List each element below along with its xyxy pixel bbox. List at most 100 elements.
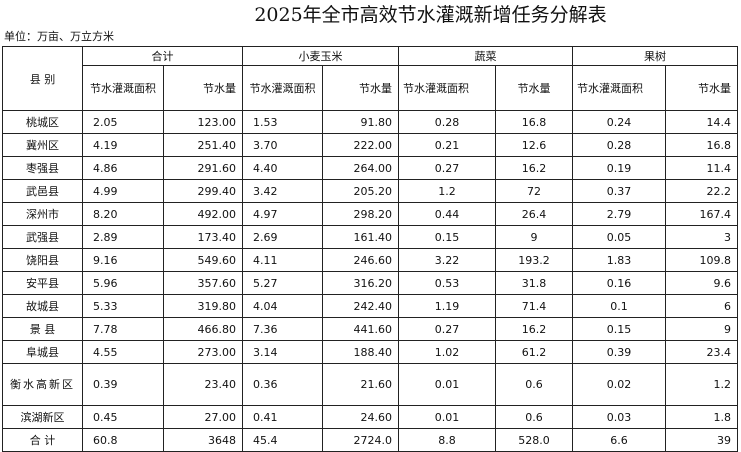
table-cell: 528.0	[495, 428, 573, 452]
table-cell: 319.80	[163, 294, 243, 318]
table-cell: 4.04	[242, 294, 323, 318]
group-wheat-corn-header: 小麦玉米	[242, 46, 399, 66]
table-cell: 3.14	[242, 340, 323, 364]
county-name: 滨湖新区	[2, 405, 83, 429]
table-cell: 222.00	[322, 133, 399, 157]
table-cell: 193.2	[495, 248, 573, 272]
table-cell: 6.6	[572, 428, 666, 452]
table-cell: 0.39	[82, 363, 164, 406]
table-cell: 4.97	[242, 202, 323, 226]
county-name: 饶阳县	[2, 248, 83, 272]
table-cell: 273.00	[163, 340, 243, 364]
table-row: 武强县 2.89 173.40 2.69 161.40 0.15 9 0.05 3	[2, 225, 738, 249]
county-name: 武强县	[2, 225, 83, 249]
table-cell: 3.70	[242, 133, 323, 157]
table-cell: 0.05	[572, 225, 666, 249]
table-cell: 0.19	[572, 156, 666, 180]
table-cell: 39	[665, 428, 738, 452]
table-cell: 357.60	[163, 271, 243, 295]
county-name: 故城县	[2, 294, 83, 318]
table-cell: 9.16	[82, 248, 164, 272]
table-cell: 0.44	[398, 202, 496, 226]
table-cell: 0.15	[398, 225, 496, 249]
table-cell: 3.42	[242, 179, 323, 203]
table-cell: 0.27	[398, 317, 496, 341]
county-name: 桃城区	[2, 110, 83, 134]
table-cell: 316.20	[322, 271, 399, 295]
table-cell: 3648	[163, 428, 243, 452]
table-cell: 61.2	[495, 340, 573, 364]
table-cell: 7.36	[242, 317, 323, 341]
table-cell: 8.20	[82, 202, 164, 226]
table-cell: 0.37	[572, 179, 666, 203]
sub-header-water: 节水量	[665, 65, 738, 111]
county-name: 枣强县	[2, 156, 83, 180]
table-cell: 0.39	[572, 340, 666, 364]
county-name: 深州市	[2, 202, 83, 226]
table-cell: 0.21	[398, 133, 496, 157]
table-cell: 45.4	[242, 428, 323, 452]
header-row-groups: 县 别 合计 小麦玉米 蔬菜 果树	[2, 46, 738, 111]
table-cell: 2724.0	[322, 428, 399, 452]
table-cell: 22.2	[665, 179, 738, 203]
sub-header-area: 节水灌溉面积	[82, 65, 164, 111]
county-name: 合 计	[2, 428, 83, 452]
table-cell: 0.6	[495, 405, 573, 429]
table-cell: 23.4	[665, 340, 738, 364]
table-row: 枣强县 4.86 291.60 4.40 264.00 0.27 16.2 0.19 11.4	[2, 156, 738, 180]
table-cell: 4.11	[242, 248, 323, 272]
table-row: 衡水高新区 0.39 23.40 0.36 21.60 0.01 0.6 0.02 1.2	[2, 363, 738, 406]
table-cell: 4.40	[242, 156, 323, 180]
table-cell: 24.60	[322, 405, 399, 429]
table-cell: 14.4	[665, 110, 738, 134]
group-vegetables-header: 蔬菜	[398, 46, 573, 66]
table-cell: 7.78	[82, 317, 164, 341]
table-cell: 441.60	[322, 317, 399, 341]
table-cell: 492.00	[163, 202, 243, 226]
group-fruit-trees-header: 果树	[572, 46, 738, 66]
table-cell: 16.2	[495, 156, 573, 180]
county-name: 衡水高新区	[2, 363, 83, 406]
table-row: 武邑县 4.99 299.40 3.42 205.20 1.2 72 0.37 22.2	[2, 179, 738, 203]
table-body: 桃城区 2.05 123.00 1.53 91.80 0.28 16.8 0.24 14.4 冀州…	[2, 110, 738, 452]
table-row: 阜城县 4.55 273.00 3.14 188.40 1.02 61.2 0.39 23.4	[2, 340, 738, 364]
table-cell: 1.53	[242, 110, 323, 134]
table-cell: 0.45	[82, 405, 164, 429]
table-row: 合 计 60.8 3648 45.4 2724.0 8.8 528.0 6.6 39	[2, 428, 738, 452]
table-cell: 6	[665, 294, 738, 318]
unit-note: 单位：万亩、万立方米	[4, 30, 114, 43]
table-cell: 27.00	[163, 405, 243, 429]
sub-header-water: 节水量	[495, 65, 573, 111]
table-row: 故城县 5.33 319.80 4.04 242.40 1.19 71.4 0.1 6	[2, 294, 738, 318]
table-cell: 5.27	[242, 271, 323, 295]
table-cell: 5.33	[82, 294, 164, 318]
table-cell: 0.36	[242, 363, 323, 406]
sub-header-water: 节水量	[322, 65, 399, 111]
table-cell: 0.02	[572, 363, 666, 406]
table-cell: 0.01	[398, 363, 496, 406]
table-cell: 9.6	[665, 271, 738, 295]
table-cell: 16.8	[665, 133, 738, 157]
table-cell: 1.2	[665, 363, 738, 406]
sub-header-area: 节水灌溉面积	[242, 65, 323, 111]
table-row: 景 县 7.78 466.80 7.36 441.60 0.27 16.2 0.15 9	[2, 317, 738, 341]
table-cell: 251.40	[163, 133, 243, 157]
table-cell: 466.80	[163, 317, 243, 341]
county-name: 武邑县	[2, 179, 83, 203]
table-cell: 11.4	[665, 156, 738, 180]
county-name: 安平县	[2, 271, 83, 295]
table-cell: 246.60	[322, 248, 399, 272]
county-name: 阜城县	[2, 340, 83, 364]
table-cell: 16.2	[495, 317, 573, 341]
table-cell: 1.83	[572, 248, 666, 272]
table-cell: 26.4	[495, 202, 573, 226]
table-cell: 0.15	[572, 317, 666, 341]
table-cell: 291.60	[163, 156, 243, 180]
table-cell: 1.19	[398, 294, 496, 318]
header-row-sub: 节水灌溉面积 节水量 节水灌溉面积 节水量 节水灌溉面积 节水量 节水灌溉面积 …	[3, 65, 738, 111]
table-cell: 298.20	[322, 202, 399, 226]
table-cell: 2.69	[242, 225, 323, 249]
table-cell: 549.60	[163, 248, 243, 272]
table-cell: 173.40	[163, 225, 243, 249]
table-cell: 264.00	[322, 156, 399, 180]
